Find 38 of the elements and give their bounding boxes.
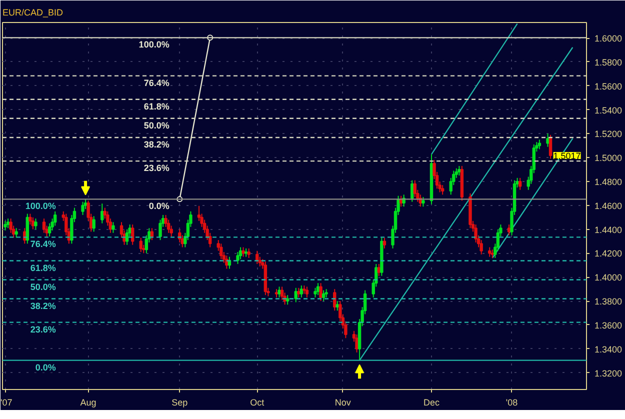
chart-title: EUR/CAD_BID xyxy=(2,8,64,18)
annotation: 0.0% xyxy=(35,362,56,372)
x-tick-label: Sep xyxy=(172,398,188,408)
y-tick-label: 1.5400 xyxy=(594,105,622,116)
y-tick-label: 1.3800 xyxy=(594,296,622,307)
y-tick-label: 1.4000 xyxy=(594,272,622,283)
y-tick-label: 1.4600 xyxy=(594,200,622,211)
annotation: 76.4% xyxy=(30,239,56,250)
y-tick-label: 1.4400 xyxy=(594,224,622,235)
annotation: 100.0% xyxy=(138,40,170,50)
x-tick-label: Aug xyxy=(80,398,96,408)
y-tick-label: 1.5000 xyxy=(594,153,622,164)
annotation: 0.0% xyxy=(148,201,170,212)
annotation: 50.0% xyxy=(144,120,170,130)
y-tick-label: 1.3600 xyxy=(594,320,622,330)
x-tick-label: Dec xyxy=(424,398,440,408)
annotation: 50.0% xyxy=(30,282,56,292)
y-tick-label: 1.5200 xyxy=(594,129,622,140)
annotation: 38.2% xyxy=(144,140,170,150)
y-tick-label: 1.5600 xyxy=(594,81,622,92)
y-tick-label: 1.5800 xyxy=(594,57,622,68)
annotation: 76.4% xyxy=(144,78,170,88)
annotation: 23.6% xyxy=(144,163,170,174)
annotation: 1.5017 xyxy=(553,151,581,162)
x-tick-label: Nov xyxy=(334,398,352,408)
annotation: 61.8% xyxy=(30,262,56,273)
y-tick-label: 1.3200 xyxy=(594,368,622,378)
x-tick-label: '07 xyxy=(0,398,12,408)
y-tick-label: 1.6000 xyxy=(594,34,622,44)
x-tick-label: Oct xyxy=(250,398,265,408)
annotation: 23.6% xyxy=(30,324,56,334)
y-tick-label: 1.3400 xyxy=(594,344,622,354)
y-tick-label: 1.4200 xyxy=(594,248,622,259)
annotation: 38.2% xyxy=(30,300,56,311)
x-tick-label: '08 xyxy=(506,398,518,408)
y-tick-label: 1.4800 xyxy=(594,176,622,187)
annotation: 61.8% xyxy=(144,101,170,112)
annotation: 100.0% xyxy=(25,201,56,212)
